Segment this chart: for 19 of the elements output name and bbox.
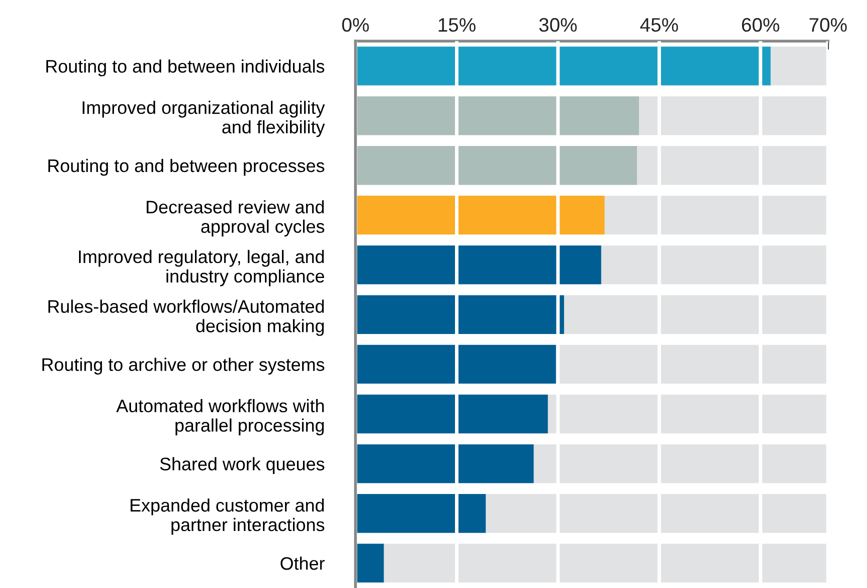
y-tick-label: Routing to and between individuals: [46, 59, 324, 76]
y-tick-label: Routing to and between processes: [48, 158, 324, 176]
x-tick-label: 0%: [342, 18, 369, 32]
y-tick-label: Rules-based workflows/Automated decision making: [48, 300, 324, 336]
y-tick-label: Shared work queues: [160, 457, 324, 474]
x-tick-label: 30%: [539, 18, 577, 32]
y-tick-label: Other: [280, 556, 325, 570]
x-tick-label: 70%: [810, 18, 847, 32]
x-tick-label: 45%: [640, 18, 678, 32]
y-tick-label: Improved organizational agility and flexibility: [82, 100, 325, 138]
x-tick-label: 60%: [742, 18, 780, 32]
y-tick-label: Routing to archive or other systems: [42, 358, 324, 375]
bar: [355, 494, 486, 533]
y-tick-label: Decreased review and approval cycles: [146, 200, 324, 236]
y-tick-label: Expanded customer and partner interactions: [130, 498, 324, 535]
y-tick-label: Improved regulatory, legal, and industry compliance: [79, 250, 324, 286]
y-tick-label: Automated workflows with parallel processing: [116, 399, 324, 436]
x-tick-label: 15%: [438, 18, 476, 32]
bar: [355, 544, 384, 583]
